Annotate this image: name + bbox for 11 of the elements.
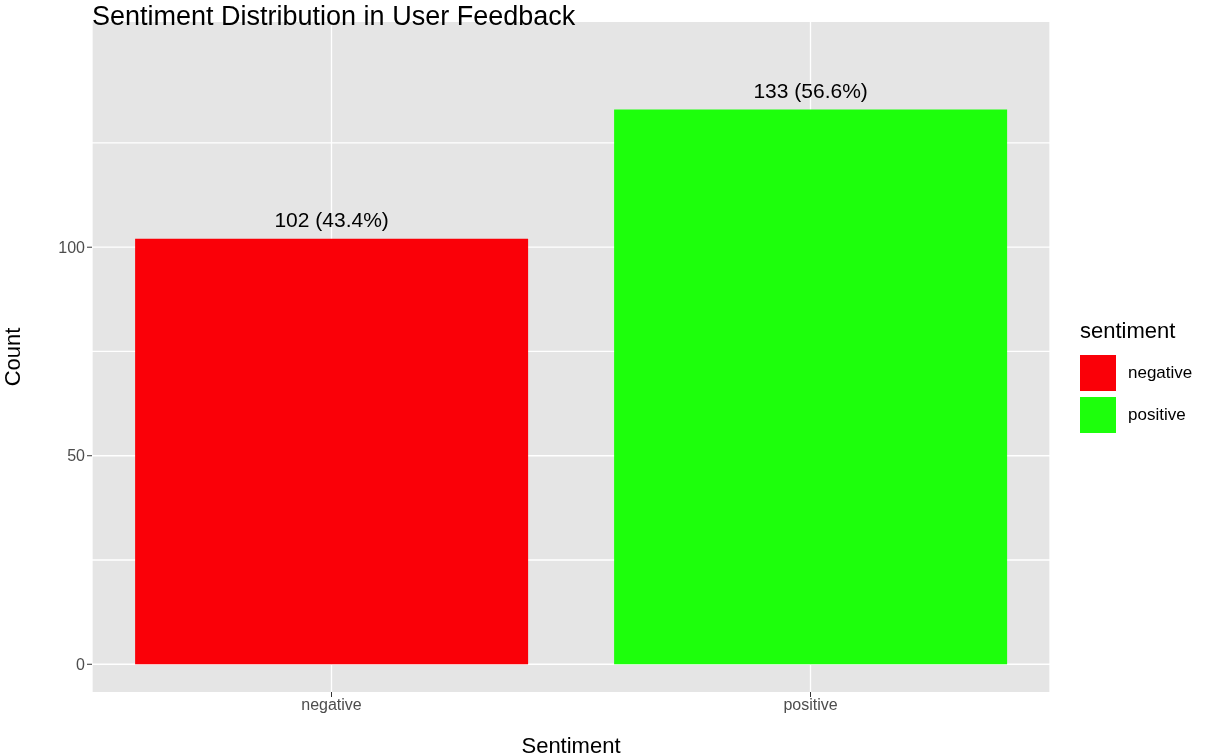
legend-title: sentiment	[1080, 317, 1177, 344]
legend-label: negative	[1128, 362, 1193, 383]
legend-label: positive	[1128, 404, 1186, 425]
y-axis-title: Count	[0, 327, 25, 387]
y-tick-label: 0	[76, 655, 86, 673]
x-axis-title: Sentiment	[521, 733, 621, 753]
y-tick-label: 100	[58, 238, 86, 256]
y-tick-label: 50	[67, 447, 86, 465]
data-label: 102 (43.4%)	[274, 207, 389, 231]
data-label: 133 (56.6%)	[753, 78, 868, 102]
chart-title: Sentiment Distribution in User Feedback	[92, 0, 576, 32]
